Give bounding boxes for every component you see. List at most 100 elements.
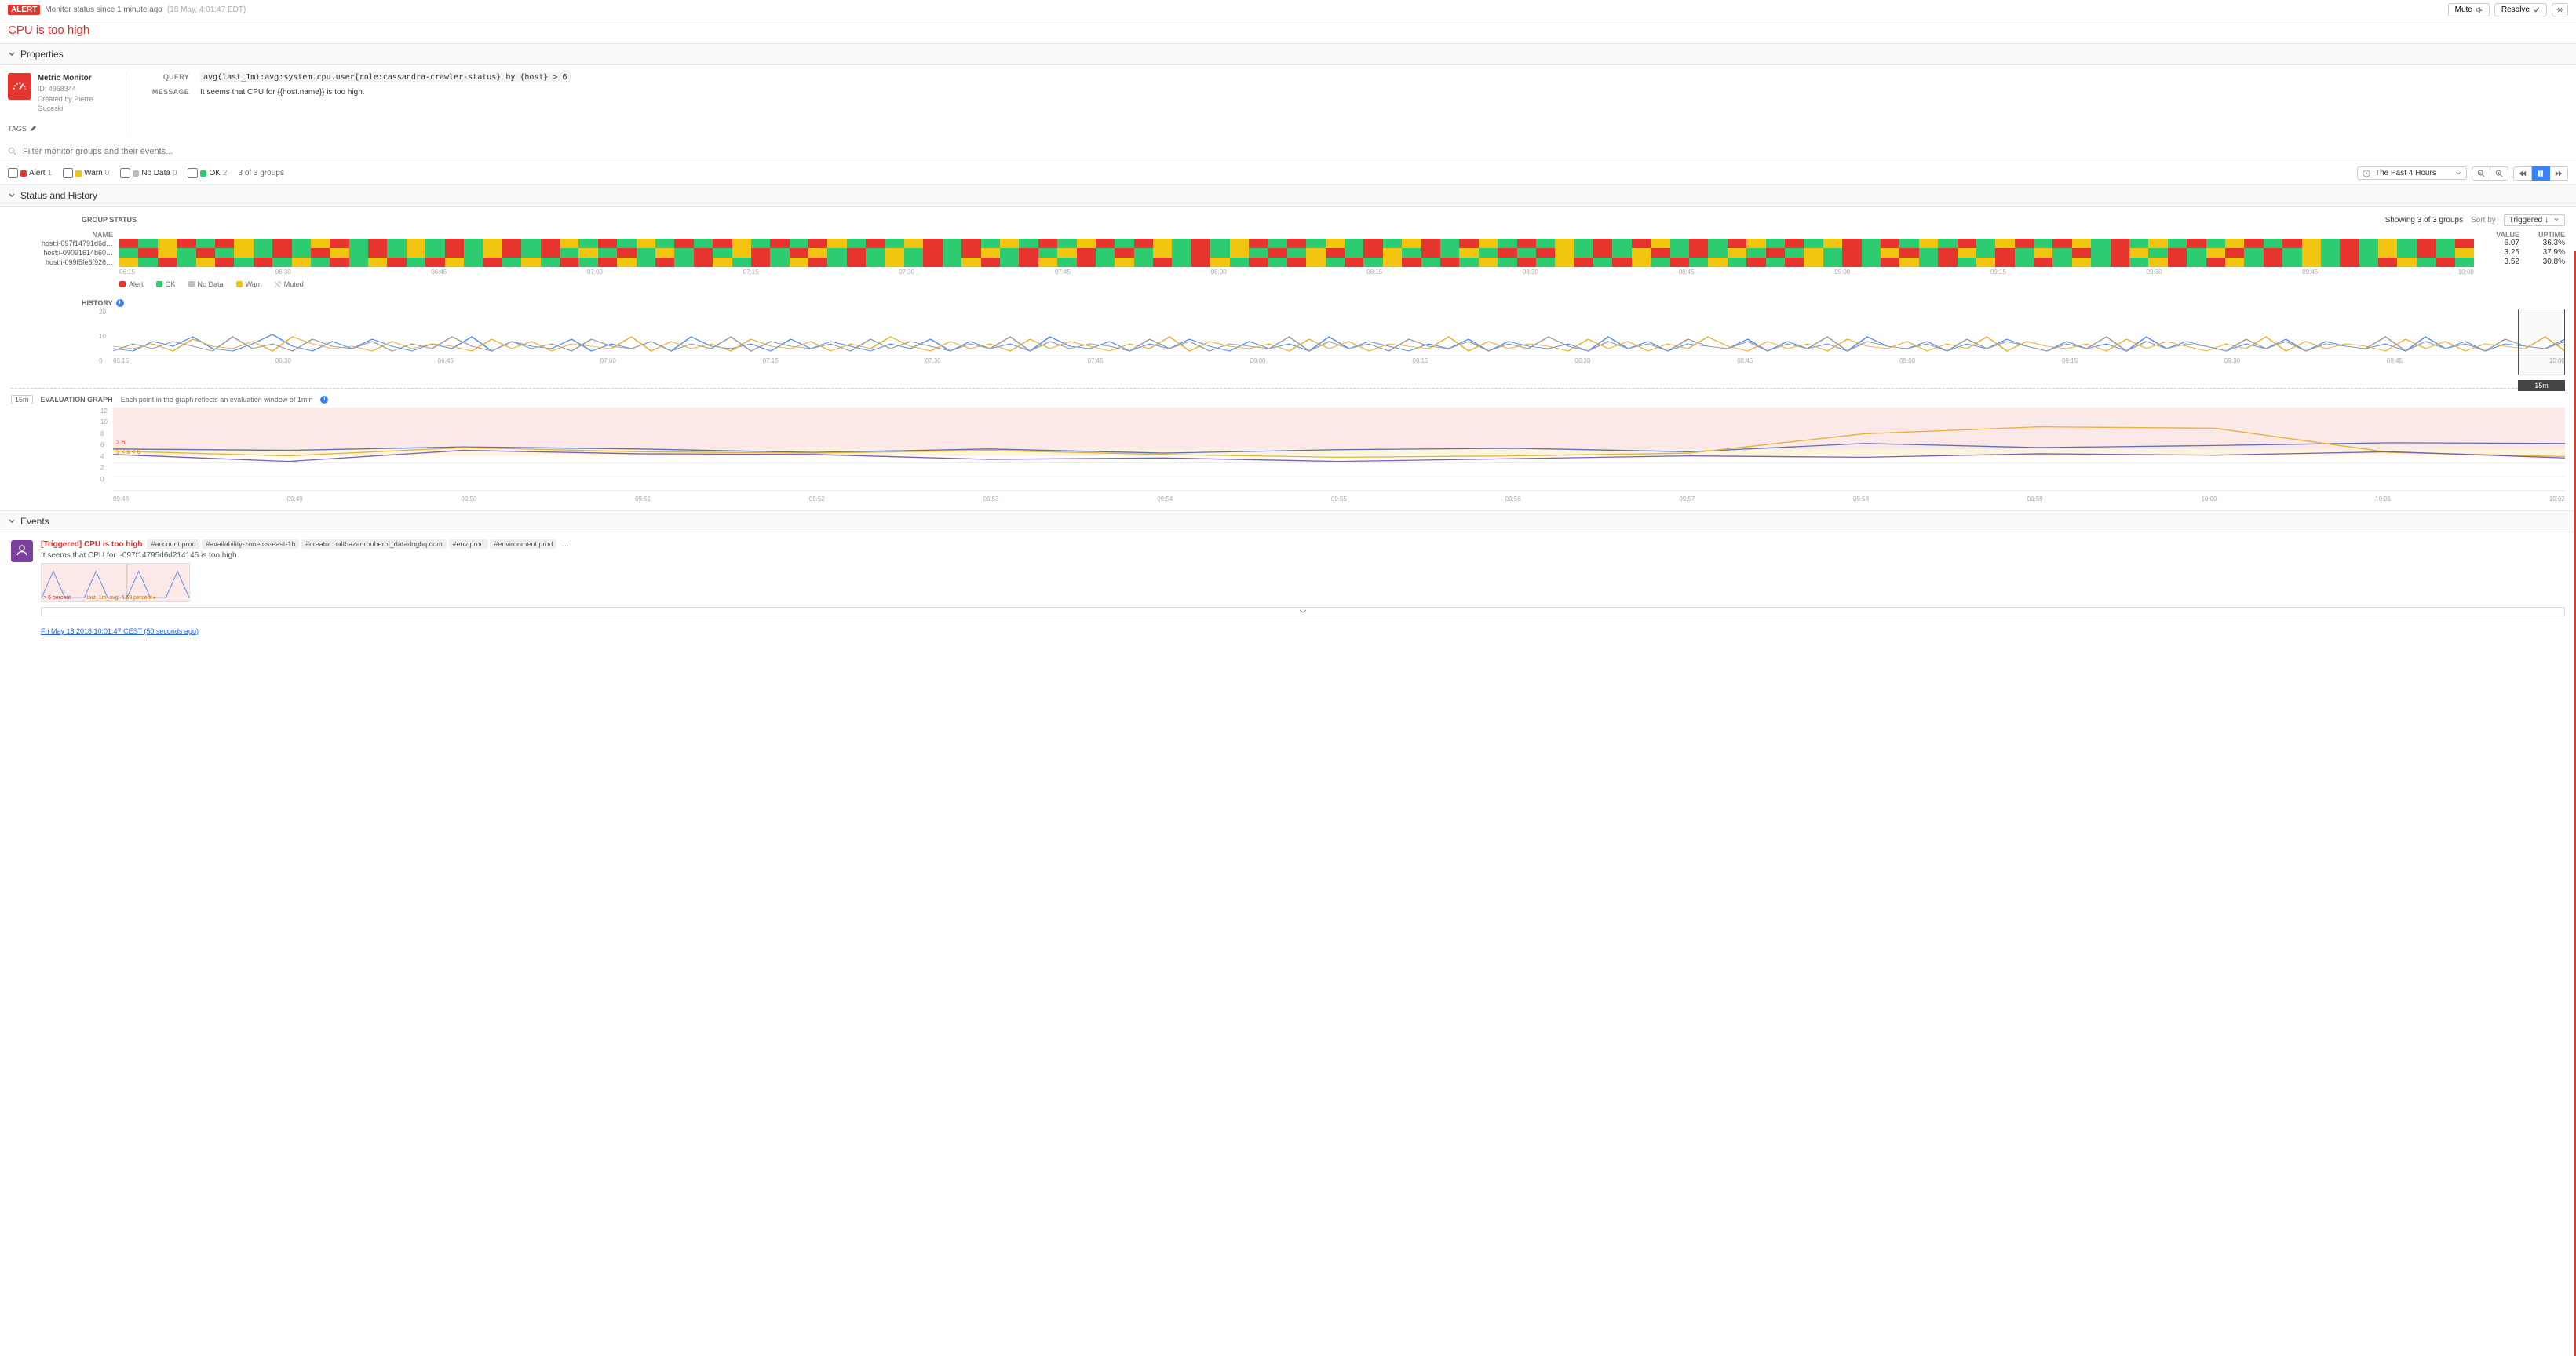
table-row-uptime: 36.3% [2526,239,2565,247]
speaker-icon [2476,6,2483,13]
table-row-uptime: 37.9% [2526,248,2565,257]
filter-alert-label: Alert [29,169,46,177]
threshold-alert-label: > 6 [116,439,125,446]
message-value: It seems that CPU for {{host.name}} is t… [200,88,365,97]
tag-chip[interactable]: #creator:balthazar.rouberol_datadoghq.co… [301,539,447,549]
mute-button[interactable]: Mute [2448,3,2490,16]
gear-icon [2556,6,2563,13]
forward-button[interactable] [2550,166,2568,181]
status-time: (18 May, 4:01:47 EDT) [167,5,246,14]
filter-alert-count: 1 [48,169,53,177]
fifteen-min-label: 15m [2518,380,2565,391]
threshold-warn-label: 5 < x < 6 [116,448,140,455]
history-label-text: HISTORY [82,299,113,307]
status-history-title: Status and History [20,190,97,201]
eval-title: EVALUATION GRAPH [41,396,113,404]
filter-ok[interactable]: OK 2 [188,168,227,178]
resolve-button[interactable]: Resolve [2494,3,2547,16]
fifteen-min-overlay [2518,309,2565,375]
time-range-select[interactable]: The Past 4 Hours [2357,166,2467,180]
header-left: ALERT Monitor status since 1 minute ago … [8,5,246,15]
pause-button[interactable] [2532,166,2550,181]
table-row-value: 3.25 [2480,248,2519,257]
filter-alert[interactable]: Alert 1 [8,168,52,178]
resolve-button-label: Resolve [2501,5,2530,14]
status-filter-bar: Alert 1 Warn 0 No Data 0 OK 2 3 of 3 gro… [0,163,2576,185]
tag-chip[interactable]: #environment:prod [490,539,556,549]
header-actions: Mute Resolve [2448,3,2568,16]
tag-chip[interactable]: #account:prod [147,539,199,549]
sort-value: Triggered ↓ [2509,216,2549,225]
table-row-name[interactable]: host:i-099f5fe6f926… [11,258,113,266]
properties-table: QUERY avg(last_1m):avg:system.cpu.user{r… [126,73,2568,133]
filter-warn-count: 0 [105,169,110,177]
status-text: Monitor status since 1 minute ago [45,5,162,14]
zoom-out-button[interactable] [2472,166,2490,181]
event-thumb-warn-label: last_1m_avg: 6.59 percent ▸ [87,594,156,601]
chevron-down-icon [2455,170,2461,177]
event-tags-more[interactable]: … [561,540,569,549]
status-history-header[interactable]: Status and History [0,185,2576,207]
filter-nodata[interactable]: No Data 0 [120,168,177,178]
filter-input[interactable] [21,144,2568,159]
event-timestamp[interactable]: Fri May 18 2018 10:01:47 CEST (50 second… [41,627,199,635]
table-row-uptime: 30.8% [2526,258,2565,266]
check-icon [2533,6,2540,13]
page-header: ALERT Monitor status since 1 minute ago … [0,0,2576,20]
view-toggle-group [2472,166,2508,181]
query-label: QUERY [142,73,189,82]
properties-title: Properties [20,49,64,60]
properties-header[interactable]: Properties [0,43,2576,65]
filter-bar [0,141,2576,163]
status-history-body: GROUP STATUS Showing 3 of 3 groups Sort … [0,207,2576,510]
status-bar [119,239,2474,248]
monitor-card: Metric Monitor ID: 4968344 Created by Pi… [8,73,110,133]
monitor-id: ID: 4968344 [38,84,110,94]
table-row-name[interactable]: host:i-097f14791d6d… [11,239,113,247]
monitor-type: Metric Monitor [38,73,110,84]
status-bar [119,248,2474,258]
event-thumb-alert-label: > 6 percent [43,595,71,601]
events-header[interactable]: Events [0,510,2576,532]
monitor-title: CPU is too high [8,24,89,37]
sort-select[interactable]: Triggered ↓ [2504,214,2565,226]
group-status-table: NAME VALUE UPTIME host:i-097f14791d6d…6.… [11,231,2565,288]
chevron-down-icon [2553,217,2560,223]
events-body: [Triggered] CPU is too high #account:pro… [0,532,2576,644]
chevron-down-icon [8,192,16,199]
info-icon[interactable]: i [320,396,328,404]
filter-warn[interactable]: Warn 0 [63,168,109,178]
col-value: VALUE [2480,231,2519,239]
time-range-label: The Past 4 Hours [2375,169,2450,177]
tag-chip[interactable]: #env:prod [449,539,488,549]
filter-nodata-count: 0 [173,169,177,177]
query-value: avg(last_1m):avg:system.cpu.user{role:ca… [200,72,571,82]
event-message: It seems that CPU for i-097f14795d6d2141… [41,551,2565,560]
zoom-in-button[interactable] [2490,166,2508,181]
settings-button[interactable] [2552,3,2568,16]
history-chart: 20100 06:1506:3006:4507:0007:1507:3007:4… [113,309,2565,364]
table-row-name[interactable]: host:i-09091614b60… [11,249,113,257]
tag-chip[interactable]: #availability-zone:us-east-1b [202,539,299,549]
group-status-heading: GROUP STATUS [82,216,137,224]
rewind-button[interactable] [2513,166,2532,181]
table-row-value: 3.52 [2480,258,2519,266]
event-collapse-toggle[interactable] [41,607,2565,616]
tags-row[interactable]: TAGS [8,125,110,133]
info-icon[interactable]: i [116,299,124,307]
event-thumbnail[interactable]: > 6 percent last_1m_avg: 6.59 percent ▸ [41,563,190,602]
dashed-divider [11,388,2565,389]
message-label: MESSAGE [142,88,189,97]
event-title[interactable]: [Triggered] CPU is too high [41,540,142,549]
mute-button-label: Mute [2455,5,2472,14]
history-label: HISTORY i [82,299,2565,307]
eval-chart: 121086420 > 6 5 < x < 6 09:4809:4909:500… [113,408,2565,503]
playback-group [2513,166,2568,181]
events-title: Events [20,516,49,527]
chevron-down-icon [8,517,16,525]
eval-header: 15m EVALUATION GRAPH Each point in the g… [11,395,2565,404]
properties-body: Metric Monitor ID: 4968344 Created by Pi… [0,65,2576,141]
gauge-icon [8,73,31,100]
eval-desc: Each point in the graph reflects an eval… [121,396,313,404]
status-bar [119,258,2474,267]
